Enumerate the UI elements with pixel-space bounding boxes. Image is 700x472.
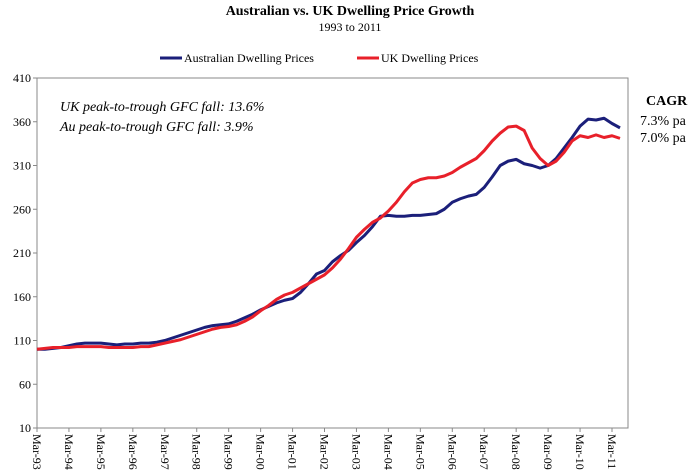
series-line xyxy=(36,124,621,351)
x-tick-label: Mar-96 xyxy=(126,434,140,470)
x-tick-label: Mar-03 xyxy=(349,434,363,470)
x-tick-label: Mar-07 xyxy=(477,434,491,470)
x-tick-label: Mar-94 xyxy=(62,434,76,470)
y-tick-label: 110 xyxy=(13,334,31,348)
chart-subtitle: 1993 to 2011 xyxy=(319,20,382,34)
x-tick-label: Mar-04 xyxy=(381,434,395,470)
cagr-value: 7.3% pa xyxy=(640,114,687,129)
x-tick-label: Mar-01 xyxy=(286,434,300,470)
x-tick-label: Mar-11 xyxy=(605,434,619,469)
x-tick-label: Mar-08 xyxy=(509,434,523,470)
y-tick-label: 10 xyxy=(19,421,31,435)
x-tick-label: Mar-10 xyxy=(573,434,587,470)
legend-label: UK Dwelling Prices xyxy=(381,51,479,65)
x-tick-label: Mar-00 xyxy=(254,434,268,470)
x-tick-label: Mar-05 xyxy=(413,434,427,470)
x-tick-label: Mar-95 xyxy=(94,434,108,470)
cagr-title: CAGR xyxy=(646,94,688,109)
x-tick-label: Mar-02 xyxy=(318,434,332,470)
x-tick-label: Mar-93 xyxy=(30,434,44,470)
y-tick-label: 60 xyxy=(19,377,31,391)
y-tick-label: 360 xyxy=(13,115,31,129)
y-tick-label: 310 xyxy=(13,159,31,173)
y-tick-label: 210 xyxy=(13,246,31,260)
annotation: Au peak-to-trough GFC fall: 3.9% xyxy=(59,120,254,135)
legend-label: Australian Dwelling Prices xyxy=(184,51,314,65)
y-tick-label: 410 xyxy=(13,71,31,85)
y-tick-label: 260 xyxy=(13,202,31,216)
series-line xyxy=(37,116,621,351)
x-tick-label: Mar-99 xyxy=(222,434,236,470)
chart-title: Australian vs. UK Dwelling Price Growth xyxy=(226,4,475,19)
x-tick-label: Mar-98 xyxy=(190,434,204,470)
cagr-value: 7.0% pa xyxy=(640,131,687,146)
x-tick-label: Mar-97 xyxy=(158,434,172,470)
annotation: UK peak-to-trough GFC fall: 13.6% xyxy=(60,100,264,115)
x-tick-label: Mar-09 xyxy=(541,434,555,470)
x-tick-label: Mar-06 xyxy=(445,434,459,470)
y-tick-label: 160 xyxy=(13,290,31,304)
